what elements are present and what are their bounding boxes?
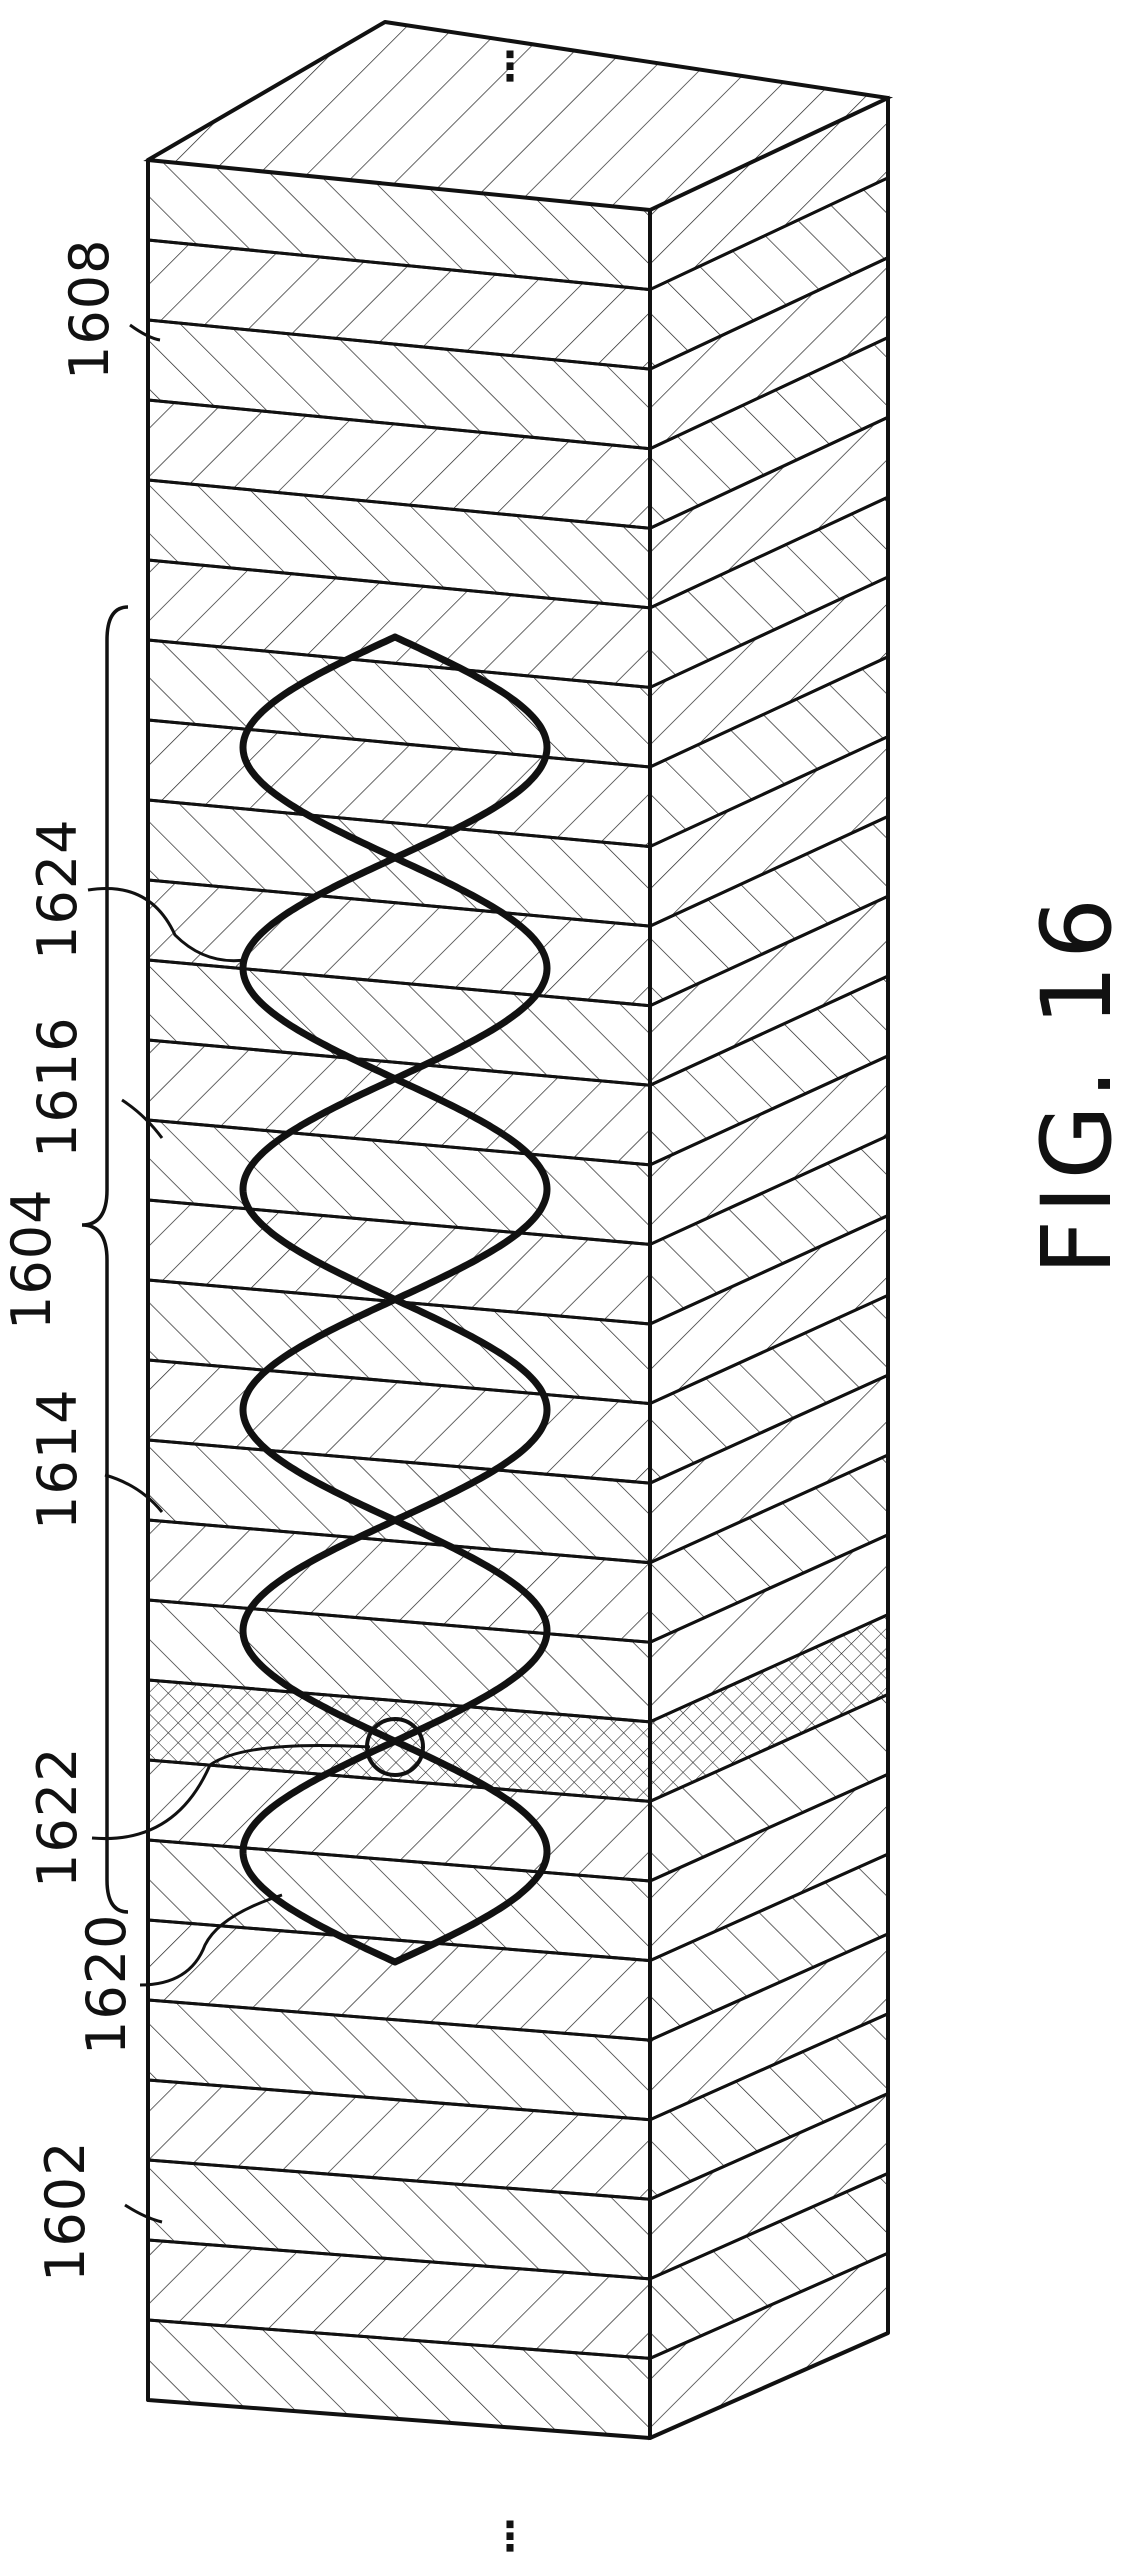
ref-label-1622: 1622 [26,1747,89,1888]
leader-1608 [129,323,161,342]
ref-label-1608: 1608 [58,239,121,380]
wave-curve-b [239,633,551,1966]
leader-1616 [121,1098,164,1139]
side-face-layers [648,95,890,2441]
ref-label-1614: 1614 [26,1389,89,1530]
continuation-top: ⋮ [490,44,530,90]
ref-label-1604: 1604 [0,1189,63,1330]
leader-1614 [104,1473,164,1513]
column-outline [146,20,890,2440]
continuation-bottom: ⋮ [490,2514,530,2560]
standing-wave-curves [239,633,551,1966]
leader-1620 [139,1893,283,1987]
leader-1624 [87,887,246,963]
leader-1602 [124,2203,163,2224]
ref-label-1624: 1624 [26,819,89,960]
ref-label-1620: 1620 [75,1914,138,2055]
figure-caption: FIG. 16 [1021,892,1133,1275]
bracket-1604 [81,605,129,1914]
ref-label-1616: 1616 [26,1017,89,1158]
leader-1622 [91,1743,371,1841]
ref-label-1602: 1602 [34,2141,97,2282]
leader-lines [87,323,371,2224]
column-outline-path [146,20,890,2440]
